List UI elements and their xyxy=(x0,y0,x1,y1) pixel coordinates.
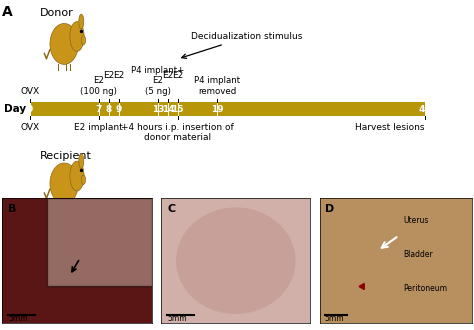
Ellipse shape xyxy=(50,163,78,204)
Text: E2: E2 xyxy=(172,71,183,80)
FancyBboxPatch shape xyxy=(29,102,425,116)
Text: Day: Day xyxy=(3,104,26,114)
Text: P4 implant
removed: P4 implant removed xyxy=(194,76,240,96)
Text: OVX: OVX xyxy=(20,123,39,132)
Text: B: B xyxy=(9,204,17,214)
Text: 15: 15 xyxy=(172,105,184,114)
Text: 0: 0 xyxy=(27,105,33,114)
Text: Recipient: Recipient xyxy=(39,151,91,161)
Text: E2 implant: E2 implant xyxy=(74,123,123,132)
Ellipse shape xyxy=(176,208,296,314)
Text: +4 hours i.p. insertion of
donor material: +4 hours i.p. insertion of donor materia… xyxy=(121,123,234,142)
Ellipse shape xyxy=(50,23,78,64)
Ellipse shape xyxy=(79,154,84,169)
Text: 14: 14 xyxy=(162,105,174,114)
Ellipse shape xyxy=(70,21,84,51)
Text: 8: 8 xyxy=(106,105,112,114)
Text: Donor: Donor xyxy=(39,8,73,18)
Text: OVX: OVX xyxy=(20,86,39,96)
Text: A: A xyxy=(2,5,13,19)
Ellipse shape xyxy=(81,36,85,45)
Text: 5mm: 5mm xyxy=(325,314,344,323)
Text: 5mm: 5mm xyxy=(167,314,187,323)
Text: 13: 13 xyxy=(152,105,164,114)
Ellipse shape xyxy=(79,14,84,29)
Ellipse shape xyxy=(81,175,85,184)
Text: 40: 40 xyxy=(419,105,431,114)
Text: Bladder: Bladder xyxy=(403,250,433,259)
Text: Decidualization stimulus: Decidualization stimulus xyxy=(182,32,302,58)
Text: 19: 19 xyxy=(211,105,224,114)
Text: E2: E2 xyxy=(103,71,114,80)
Text: D: D xyxy=(325,204,334,214)
Text: Harvest lesions: Harvest lesions xyxy=(355,123,425,132)
Text: 5mm: 5mm xyxy=(9,314,28,323)
Text: E2: E2 xyxy=(162,71,173,80)
Text: P4 implant+
E2
(5 ng): P4 implant+ E2 (5 ng) xyxy=(131,66,185,96)
Text: E2
(100 ng): E2 (100 ng) xyxy=(80,76,117,96)
Text: Peritoneum: Peritoneum xyxy=(403,284,447,293)
Text: C: C xyxy=(167,204,175,214)
Text: Uterus: Uterus xyxy=(403,216,429,225)
Text: 9: 9 xyxy=(115,105,122,114)
Text: 7: 7 xyxy=(96,105,102,114)
Text: E2: E2 xyxy=(113,71,124,80)
Ellipse shape xyxy=(70,161,84,191)
FancyBboxPatch shape xyxy=(47,198,152,286)
